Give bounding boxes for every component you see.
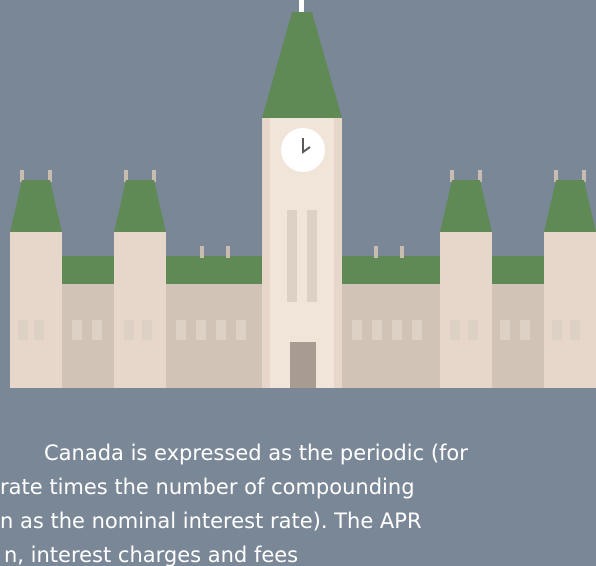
page: Canada is expressed as the periodic (for… xyxy=(0,0,596,566)
text-line: n as the nominal interest rate). The APR xyxy=(0,509,422,533)
text-line: n, interest charges and fees xyxy=(4,543,298,566)
wing-roof xyxy=(492,256,544,284)
wing xyxy=(492,284,544,388)
screen: Canada is expressed as the periodic (for… xyxy=(0,0,596,566)
wing-roof xyxy=(62,256,114,284)
wing-roof xyxy=(342,256,440,284)
text-line: rate times the number of compounding xyxy=(0,475,415,499)
wing xyxy=(62,284,114,388)
text-line: Canada is expressed as the periodic (for xyxy=(44,441,468,465)
wing-roof xyxy=(166,256,262,284)
